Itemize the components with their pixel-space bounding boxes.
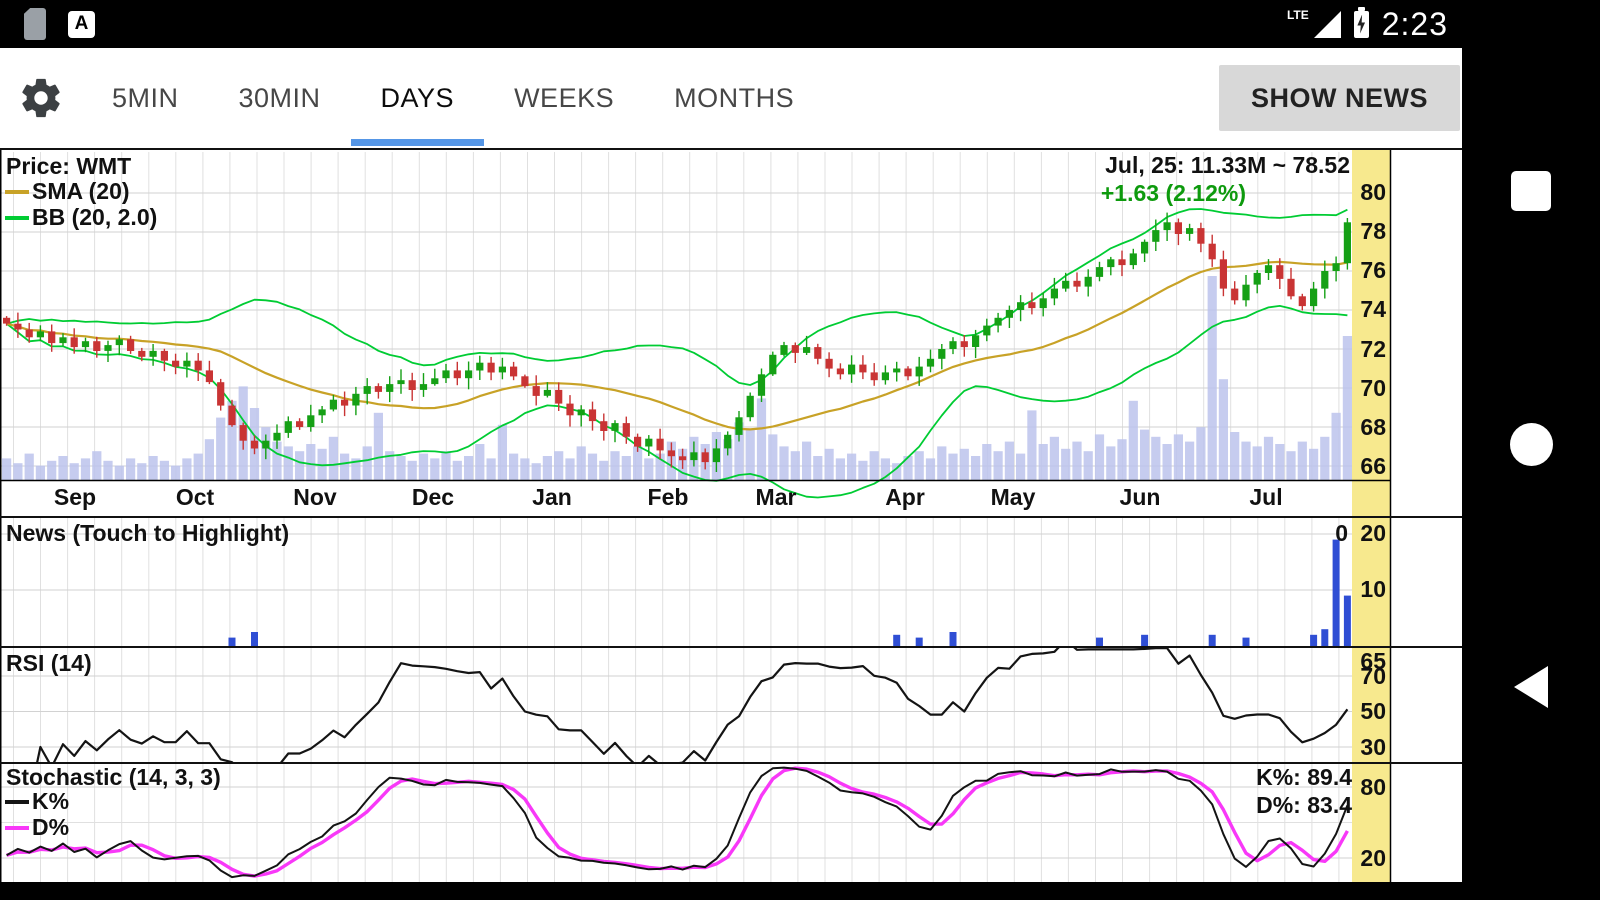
tab-weeks[interactable]: WEEKS	[514, 82, 615, 113]
price-ytick: 78	[1360, 218, 1386, 244]
month-label: Jun	[1119, 484, 1161, 510]
news-panel[interactable]: News (Touch to Highlight) 0 20 10	[0, 516, 1462, 646]
clock: 2:23	[1381, 5, 1448, 42]
rsi-ytick: 30	[1360, 734, 1386, 760]
back-button[interactable]	[1462, 645, 1600, 729]
news-title: News (Touch to Highlight)	[6, 520, 290, 546]
price-ytick: 80	[1360, 179, 1386, 205]
show-news-button[interactable]: SHOW NEWS	[1219, 65, 1460, 131]
stoch-ytick: 80	[1360, 774, 1386, 800]
price-chart-panel[interactable]: Price: WMT SMA (20) BB (20, 2.0) Jul, 25…	[0, 148, 1462, 516]
network-type-label: LTE	[1286, 8, 1309, 22]
settings-button[interactable]	[0, 48, 82, 148]
tab-months[interactable]: MONTHS	[674, 82, 795, 113]
bb-legend: BB (20, 2.0)	[32, 204, 158, 230]
price-legend: Price: WMT	[6, 153, 132, 179]
tab-30min[interactable]: 30MIN	[238, 82, 321, 113]
charts-area: Price: WMT SMA (20) BB (20, 2.0) Jul, 25…	[0, 148, 1462, 900]
k-current-value: K%: 89.4	[1256, 764, 1352, 790]
rsi-ytick: 70	[1360, 663, 1386, 689]
month-label: May	[990, 484, 1036, 510]
stochastic-chart-svg[interactable]	[0, 764, 1462, 882]
signal-icon	[1313, 10, 1341, 38]
stoch-ytick: 20	[1360, 845, 1386, 871]
month-label: Sep	[53, 484, 97, 510]
rsi-title: RSI (14)	[6, 650, 92, 676]
d-legend: D%	[32, 814, 70, 840]
month-label: Oct	[175, 484, 215, 510]
rsi-panel[interactable]: RSI (14) 65 70 50 30	[0, 646, 1462, 762]
home-button[interactable]	[1462, 402, 1600, 486]
charging-bolt-icon	[1357, 14, 1366, 34]
month-label: Apr	[885, 484, 925, 510]
d-legend-swatch	[5, 826, 29, 830]
bb-legend-swatch	[5, 216, 29, 220]
month-label: Jan	[532, 484, 572, 510]
price-ytick: 68	[1360, 414, 1386, 440]
gear-icon	[22, 78, 60, 118]
status-notification-icons: A	[24, 0, 95, 48]
k-legend: K%	[32, 788, 70, 814]
quote-info: Jul, 25: 11.33M ~ 78.52	[1105, 152, 1350, 178]
back-triangle-icon	[1514, 666, 1548, 708]
android-nav-bar	[1462, 48, 1600, 900]
price-ytick: 66	[1360, 453, 1386, 479]
stochastic-title: Stochastic (14, 3, 3)	[6, 764, 221, 790]
tab-days[interactable]: DAYS	[350, 48, 485, 148]
month-label: Dec	[411, 484, 455, 510]
price-ytick: 72	[1360, 336, 1386, 362]
quote-change: +1.63 (2.12%)	[1100, 180, 1246, 206]
home-circle-icon	[1509, 422, 1553, 466]
news-current-value: 0	[1335, 520, 1348, 546]
storage-icon	[24, 8, 46, 40]
price-ytick: 76	[1360, 257, 1386, 283]
rsi-chart-svg[interactable]	[0, 648, 1462, 762]
month-label: Nov	[293, 484, 337, 510]
sma-legend-swatch	[5, 190, 29, 194]
price-ytick: 74	[1360, 296, 1386, 322]
recents-button[interactable]	[1462, 149, 1600, 233]
month-label: Feb	[647, 484, 689, 510]
battery-charging-icon	[1353, 6, 1369, 38]
status-system-icons: LTE 2:23	[1287, 0, 1448, 48]
news-ytick: 20	[1360, 520, 1386, 546]
a-app-icon: A	[68, 10, 95, 38]
price-ytick: 70	[1360, 375, 1386, 401]
tab-5min[interactable]: 5MIN	[112, 82, 179, 113]
chart-footer	[0, 882, 1462, 900]
news-chart-svg[interactable]	[0, 518, 1462, 646]
news-ytick: 10	[1360, 576, 1386, 602]
rsi-current-value: 65	[1360, 648, 1386, 674]
sma-legend: SMA (20)	[32, 178, 130, 204]
rsi-ytick: 50	[1360, 698, 1386, 724]
month-label: Jul	[1249, 484, 1283, 510]
d-current-value: D%: 83.4	[1256, 792, 1352, 818]
price-chart-svg[interactable]	[0, 150, 1462, 516]
month-label: Mar	[755, 484, 797, 510]
stochastic-panel[interactable]: Stochastic (14, 3, 3) K% D% K%: 89.4 D%:…	[0, 762, 1462, 882]
status-bar: A LTE 2:23	[0, 0, 1600, 48]
k-legend-swatch	[5, 800, 29, 804]
recents-square-icon	[1511, 171, 1551, 211]
toolbar: 5MIN 30MIN DAYS WEEKS MONTHS SHOW NEWS	[0, 48, 1462, 148]
